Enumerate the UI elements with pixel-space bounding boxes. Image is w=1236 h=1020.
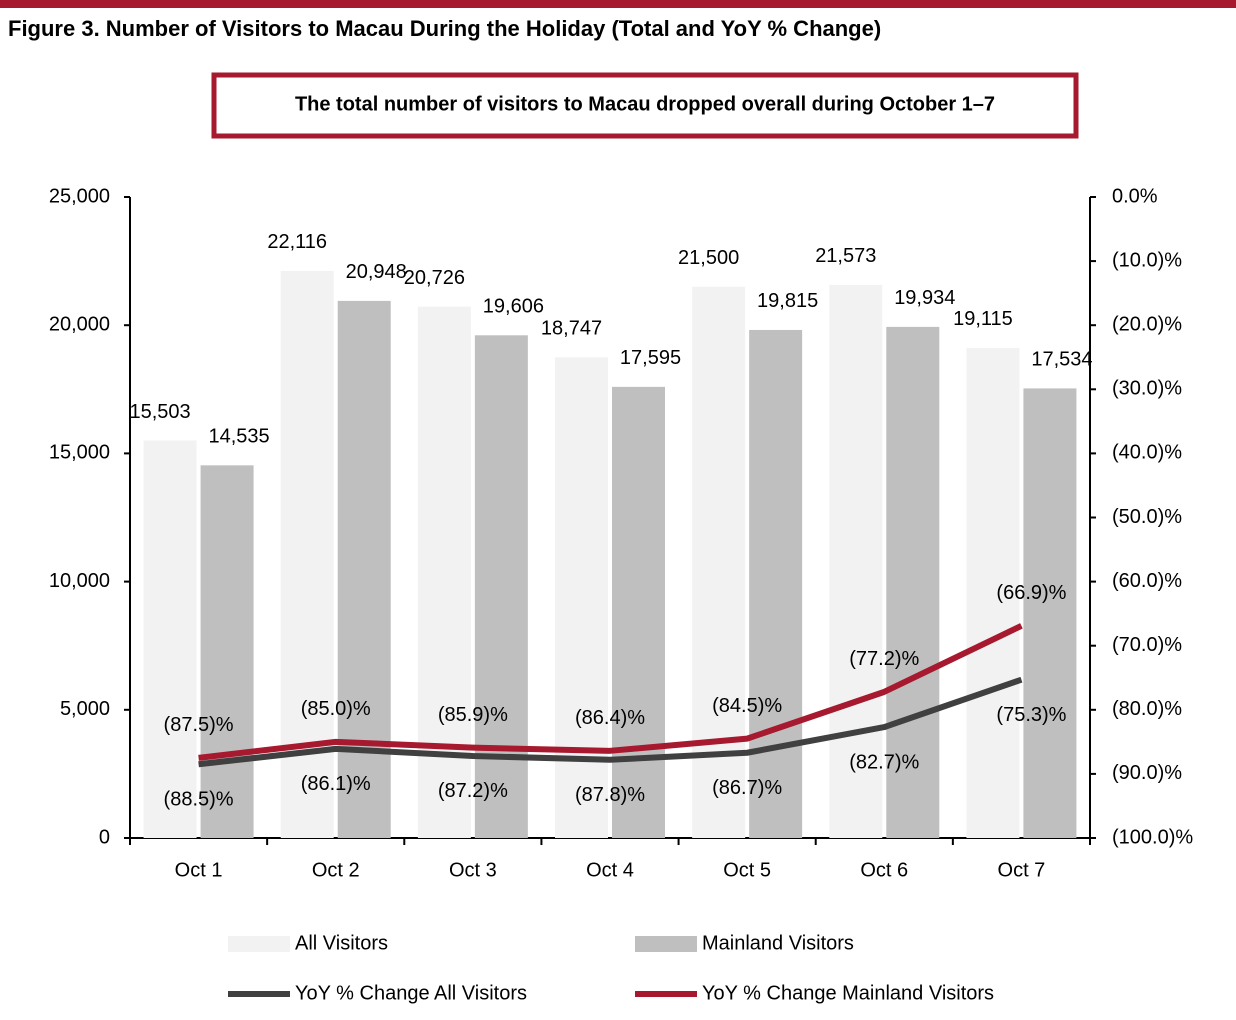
line-value-label: (85.0)%	[301, 698, 371, 720]
x-tick-label: Oct 2	[312, 859, 360, 881]
annotation-box	[211, 72, 1079, 139]
bar-value-label: 19,934	[894, 287, 955, 309]
bar	[337, 300, 391, 838]
bar	[474, 335, 528, 838]
bar-value-label: 19,815	[757, 290, 818, 312]
line-value-label: (85.9)%	[438, 704, 508, 726]
y2-tick-label: (10.0)%	[1112, 249, 1182, 271]
bar	[200, 465, 254, 838]
bar-value-label: 18,747	[541, 318, 602, 340]
y2-tick-label: (100.0)%	[1112, 826, 1193, 848]
bar	[749, 329, 803, 838]
line	[198, 623, 1023, 761]
bar	[829, 284, 883, 838]
y2-tick-label: (90.0)%	[1112, 762, 1182, 784]
legend-label: YoY % Change All Visitors	[295, 982, 527, 1004]
y2-tick-label: (50.0)%	[1112, 506, 1182, 528]
y2-tick-label: (30.0)%	[1112, 378, 1182, 400]
x-tick-label: Oct 4	[586, 859, 634, 881]
x-tick-label: Oct 6	[860, 859, 908, 881]
y2-tick-label: 0.0%	[1112, 185, 1158, 207]
bar-value-label: 19,606	[483, 296, 544, 318]
x-tick-label: Oct 7	[998, 859, 1046, 881]
line	[198, 676, 1023, 768]
bar	[966, 347, 1020, 838]
legend-swatch	[228, 936, 290, 952]
bar-value-label: 21,573	[815, 245, 876, 267]
x-tick-label: Oct 5	[723, 859, 771, 881]
y2-tick-label: (60.0)%	[1112, 570, 1182, 592]
y-tick-label: 5,000	[60, 698, 110, 720]
y2-tick-label: (70.0)%	[1112, 634, 1182, 656]
chart-title: Figure 3. Number of Visitors to Macau Du…	[8, 16, 881, 41]
y-tick-label: 25,000	[49, 185, 110, 207]
top-rule	[0, 0, 1236, 8]
bar	[886, 326, 940, 838]
bar-value-label: 22,116	[267, 231, 327, 253]
y-tick-label: 15,000	[49, 442, 110, 464]
x-tick-label: Oct 3	[449, 859, 497, 881]
legend-label: YoY % Change Mainland Visitors	[702, 982, 994, 1004]
line-value-label: (77.2)%	[849, 648, 919, 670]
line-value-label: (75.3)%	[996, 704, 1066, 726]
line-value-label: (87.5)%	[164, 714, 234, 736]
bar-value-label: 14,535	[208, 426, 269, 448]
line-value-label: (82.7)%	[849, 751, 919, 773]
x-tick-label: Oct 1	[175, 859, 223, 881]
bar-value-label: 20,948	[346, 261, 407, 283]
y2-tick-label: (80.0)%	[1112, 698, 1182, 720]
y2-tick-label: (40.0)%	[1112, 442, 1182, 464]
y-tick-label: 20,000	[49, 313, 110, 335]
line-value-label: (86.4)%	[575, 707, 645, 729]
y2-tick-label: (20.0)%	[1112, 313, 1182, 335]
bar-value-label: 19,115	[953, 308, 1013, 330]
line-value-label: (87.2)%	[438, 780, 508, 802]
line-value-label: (84.5)%	[712, 695, 782, 717]
bar	[555, 357, 608, 838]
line-value-label: (87.8)%	[575, 784, 645, 806]
legend-label: All Visitors	[295, 932, 388, 954]
bar	[612, 386, 665, 838]
bar-value-label: 20,726	[404, 267, 465, 289]
bar	[1023, 388, 1077, 838]
bar	[692, 286, 746, 838]
line-value-label: (86.7)%	[712, 777, 782, 799]
y-tick-label: 0	[99, 826, 110, 848]
bar	[143, 440, 197, 838]
bar-value-label: 21,500	[678, 247, 739, 269]
y-tick-label: 10,000	[49, 570, 110, 592]
legend-swatch	[635, 936, 697, 952]
bar-value-label: 17,534	[1031, 349, 1092, 371]
line-value-label: (66.9)%	[996, 582, 1066, 604]
annotation: The total number of visitors to Macau dr…	[295, 93, 995, 115]
legend-label: Mainland Visitors	[702, 932, 854, 954]
line-value-label: (86.1)%	[301, 773, 371, 795]
line-value-label: (88.5)%	[164, 789, 234, 811]
bar-value-label: 15,503	[129, 401, 190, 423]
bar-value-label: 17,595	[620, 347, 681, 369]
